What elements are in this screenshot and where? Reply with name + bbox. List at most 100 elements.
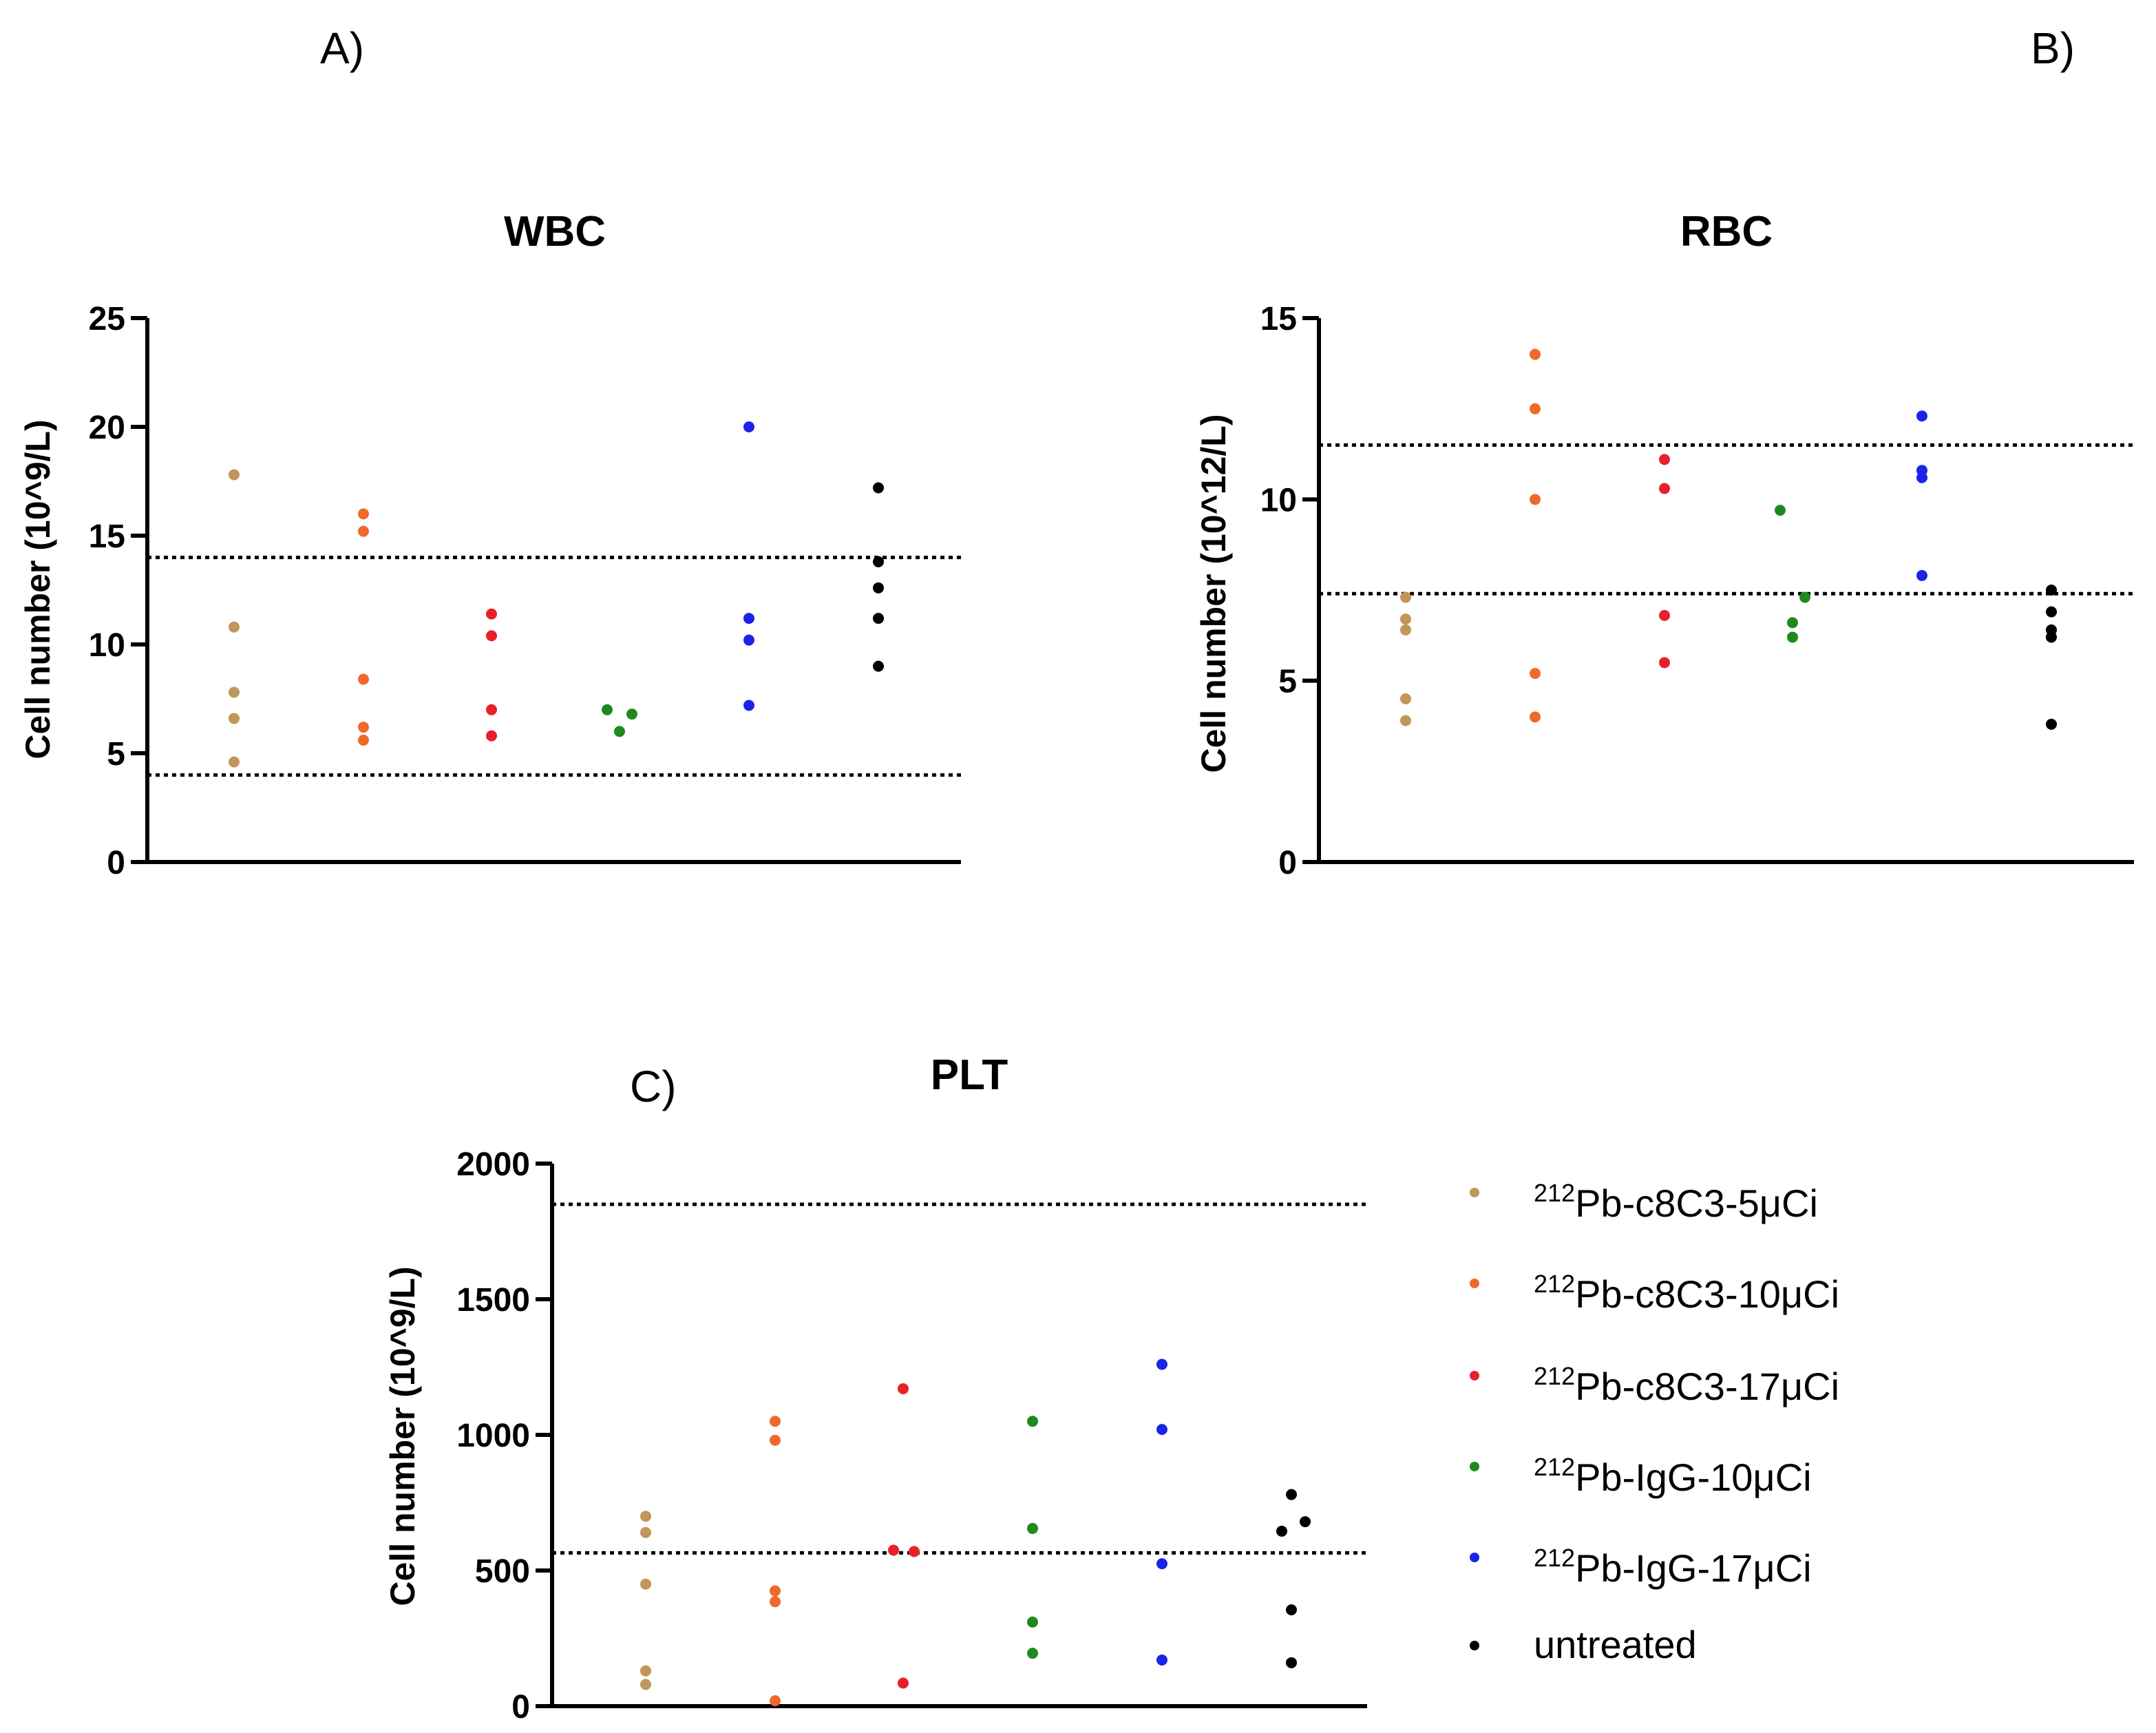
data-point [1027, 1648, 1038, 1659]
data-point [614, 726, 625, 737]
data-point [640, 1679, 651, 1690]
y-tick-label: 5 [1278, 664, 1297, 700]
data-point [770, 1695, 781, 1707]
y-tick-label: 20 [89, 410, 125, 446]
legend-item: 212Pb-c8C3-10μCi [1470, 1270, 1839, 1316]
data-point [1400, 591, 1411, 603]
legend-label: 212Pb-c8C3-17μCi [1534, 1362, 1839, 1408]
y-tick-label: 0 [107, 845, 125, 881]
data-point [898, 1383, 909, 1395]
data-point [602, 704, 613, 715]
data-point [1300, 1516, 1311, 1528]
data-point [1799, 591, 1810, 603]
data-point [1659, 609, 1670, 621]
y-tick-label: 0 [1278, 845, 1297, 881]
data-point [873, 613, 884, 624]
y-tick-label: 10 [1260, 482, 1297, 518]
data-point [1659, 454, 1670, 465]
legend-label-text: Pb-c8C3-10μCi [1575, 1272, 1839, 1316]
legend-label: 212Pb-c8C3-5μCi [1534, 1179, 1818, 1225]
data-point [1916, 410, 1927, 422]
data-point [1027, 1416, 1038, 1427]
data-point [1530, 494, 1541, 505]
legend-marker [1470, 1371, 1479, 1380]
data-point [1156, 1558, 1167, 1570]
legend-label: 212Pb-IgG-10μCi [1534, 1453, 1812, 1499]
data-point [229, 621, 240, 633]
legend-label: 212Pb-IgG-17μCi [1534, 1544, 1812, 1590]
data-point [743, 634, 754, 646]
data-point [1276, 1525, 1287, 1537]
data-point [486, 730, 497, 742]
legend-label-text: Pb-IgG-10μCi [1575, 1456, 1812, 1499]
plt-chart: 0 500 1000 1500 2000 [456, 1146, 1367, 1725]
data-point [1286, 1604, 1297, 1616]
data-point [1156, 1358, 1167, 1370]
chart-title-plt: PLT [931, 1051, 1008, 1099]
panel-letter-b: B) [2031, 23, 2075, 73]
data-point [1286, 1489, 1297, 1500]
data-point [1156, 1655, 1167, 1666]
panel-letter-c: C) [630, 1062, 677, 1111]
data-point [1659, 483, 1670, 494]
data-point [640, 1511, 651, 1522]
data-point [229, 686, 240, 698]
data-point [888, 1544, 899, 1556]
data-point [1286, 1657, 1297, 1668]
data-point [1775, 505, 1786, 516]
data-point [229, 469, 240, 481]
data-point [898, 1677, 909, 1689]
legend-label-text: Pb-c8C3-17μCi [1575, 1365, 1839, 1408]
legend-label-sup: 212 [1534, 1544, 1575, 1572]
data-point [770, 1585, 781, 1597]
data-point [770, 1416, 781, 1427]
data-point [873, 556, 884, 567]
data-point [873, 660, 884, 672]
y-tick-label: 15 [89, 518, 125, 555]
legend-label-sup: 212 [1534, 1362, 1575, 1390]
legend-label: 212Pb-c8C3-10μCi [1534, 1270, 1839, 1316]
legend-label-sup: 212 [1534, 1179, 1575, 1207]
data-point [229, 713, 240, 724]
data-point [1916, 569, 1927, 581]
data-point [1659, 657, 1670, 669]
legend-marker [1470, 1279, 1479, 1288]
data-point [2046, 631, 2057, 643]
legend-label-sup: 212 [1534, 1453, 1575, 1481]
y-tick-label: 500 [475, 1553, 530, 1590]
data-point [358, 525, 369, 537]
legend: 212Pb-c8C3-5μCi 212Pb-c8C3-10μCi 212Pb-c… [1470, 1179, 1839, 1666]
data-point [358, 508, 369, 520]
data-point [1530, 668, 1541, 680]
y-axis-label-rbc: Cell number (10^12/L) [1194, 414, 1233, 773]
data-point [1400, 624, 1411, 636]
rbc-chart: 0 5 10 15 [1260, 301, 2134, 881]
data-point [1530, 403, 1541, 414]
data-point [1027, 1522, 1038, 1534]
y-tick-label: 1000 [456, 1418, 530, 1454]
data-point [1787, 617, 1798, 629]
data-point [1400, 715, 1411, 726]
data-point [640, 1665, 651, 1677]
legend-item: 212Pb-c8C3-17μCi [1470, 1362, 1839, 1408]
y-tick-label: 0 [511, 1689, 530, 1725]
data-point [1916, 472, 1927, 483]
data-point [640, 1578, 651, 1590]
data-point [358, 735, 369, 746]
data-point [2046, 585, 2057, 596]
legend-marker [1470, 1641, 1479, 1650]
data-point [743, 700, 754, 711]
data-point [873, 482, 884, 494]
data-point [640, 1526, 651, 1538]
legend-label: untreated [1534, 1623, 1697, 1666]
data-point [1400, 613, 1411, 625]
data-point [1530, 711, 1541, 723]
legend-label-text: Pb-c8C3-5μCi [1575, 1181, 1818, 1225]
data-point [2046, 606, 2057, 618]
legend-label-sup: 212 [1534, 1270, 1575, 1298]
data-point [1156, 1424, 1167, 1436]
legend-item: 212Pb-IgG-10μCi [1470, 1453, 1812, 1499]
data-point [2046, 718, 2057, 730]
data-point [743, 613, 754, 624]
data-point [626, 708, 637, 720]
